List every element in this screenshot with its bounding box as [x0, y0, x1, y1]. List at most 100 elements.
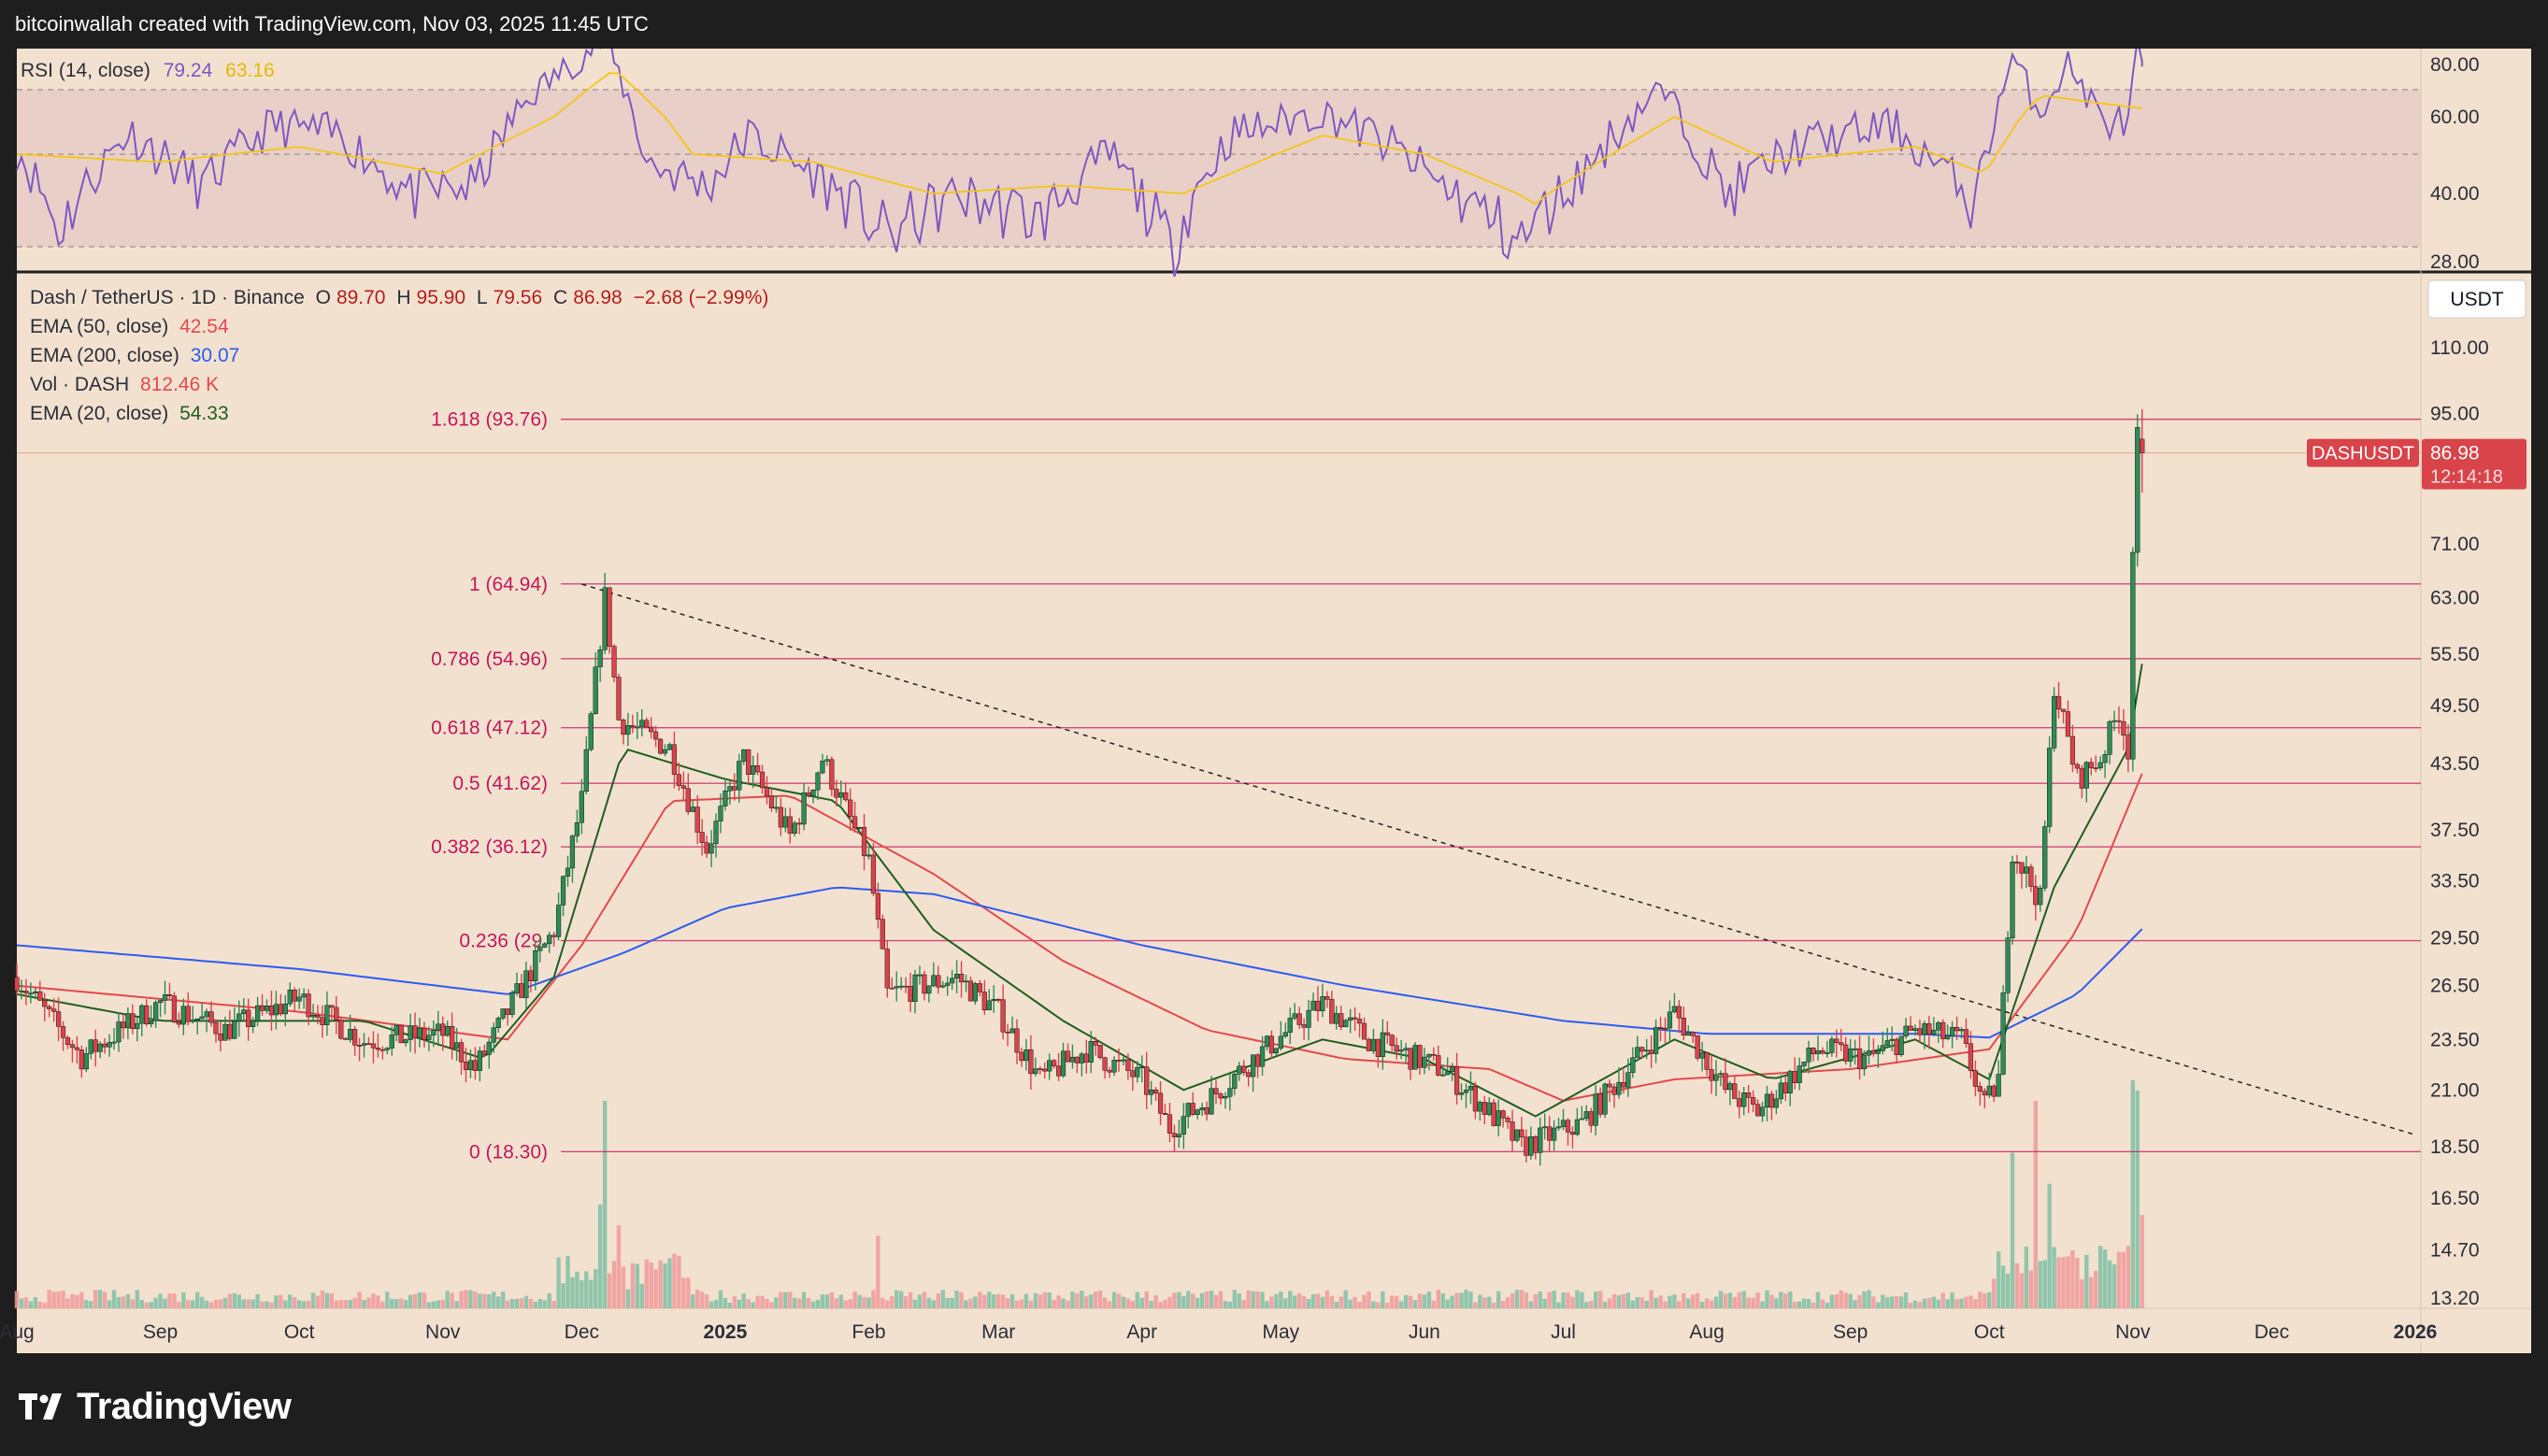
- candle-body: [1505, 1118, 1510, 1122]
- volume-bar: [1774, 1298, 1779, 1308]
- candle-body: [180, 1006, 186, 1025]
- volume-bar: [1431, 1300, 1437, 1308]
- candle-body: [2079, 767, 2084, 789]
- candle-body: [2083, 762, 2089, 789]
- volume-bar: [1251, 1291, 1255, 1308]
- candle-body: [394, 1024, 399, 1035]
- candle-body: [111, 1041, 117, 1044]
- candle-body: [1796, 1065, 1802, 1083]
- candle-body: [555, 905, 562, 937]
- candle-body: [1986, 1085, 1992, 1096]
- volume-bar: [1381, 1291, 1385, 1308]
- tradingview-logo-icon: [19, 1392, 62, 1420]
- candle-body: [1727, 1083, 1733, 1091]
- volume-bar: [1653, 1297, 1658, 1308]
- volume-bar: [1625, 1292, 1631, 1308]
- candle-body: [2047, 748, 2053, 827]
- volume-bar: [1644, 1300, 1649, 1308]
- volume-bar: [1709, 1300, 1714, 1308]
- volume-bar: [390, 1298, 394, 1308]
- price-tick-label: 21.00: [2430, 1079, 2480, 1101]
- volume-bar: [1023, 1293, 1029, 1308]
- volume-bar: [1125, 1298, 1131, 1308]
- candle-body: [754, 765, 761, 773]
- volume-bar: [1677, 1301, 1682, 1308]
- volume-bar: [658, 1260, 663, 1308]
- volume-bar: [37, 1301, 42, 1308]
- candle-body: [1815, 1050, 1821, 1055]
- volume-bar: [1338, 1296, 1343, 1308]
- volume-bar: [1357, 1301, 1362, 1308]
- volume-bar: [1052, 1299, 1056, 1308]
- volume-bar: [1853, 1299, 1857, 1308]
- candle-body: [509, 992, 515, 1015]
- candle-body: [1491, 1102, 1496, 1126]
- candle-body: [1547, 1126, 1553, 1141]
- candle-body: [644, 720, 650, 728]
- volume-bar: [265, 1301, 269, 1308]
- candle-body: [1898, 1035, 1904, 1055]
- candle-body: [1329, 999, 1335, 1024]
- candle-body: [1510, 1121, 1515, 1141]
- chart-canvas[interactable]: 1.618 (93.76) 1 (64.94) 0.786 (54.96) 0.618…: [0, 49, 2548, 1353]
- volume-bar: [1459, 1292, 1464, 1308]
- volume-bar: [412, 1293, 418, 1308]
- volume-bar: [936, 1293, 940, 1308]
- candle-body: [1361, 1022, 1367, 1040]
- volume-bar: [1362, 1294, 1367, 1308]
- candle-body: [1403, 1048, 1409, 1050]
- candle-body: [746, 749, 752, 775]
- volume-bar: [1028, 1300, 1034, 1308]
- candle-body: [190, 1020, 195, 1022]
- volume-bar: [246, 1299, 251, 1308]
- volume-bar: [1343, 1290, 1348, 1308]
- volume-bar: [1635, 1296, 1639, 1308]
- volume-bar: [635, 1263, 639, 1308]
- candle-body: [1500, 1110, 1506, 1119]
- candle-body: [1440, 1074, 1446, 1077]
- volume-bar: [1765, 1290, 1769, 1308]
- candle-body: [1552, 1127, 1557, 1141]
- price-tick-label: 13.20: [2430, 1288, 2480, 1309]
- volume-bar: [1417, 1293, 1423, 1308]
- candle-body: [1315, 1000, 1321, 1011]
- time-tick-label: Aug: [1689, 1321, 1724, 1343]
- candle-body: [981, 992, 987, 1010]
- volume-bar: [135, 1290, 139, 1308]
- candle-body: [2074, 764, 2080, 769]
- candle-body: [958, 974, 965, 983]
- price-tick-label: 37.50: [2430, 820, 2480, 841]
- volume-bar: [1144, 1291, 1149, 1308]
- volume-bar: [1931, 1296, 1937, 1308]
- candle-body: [806, 792, 811, 796]
- volume-bar: [1149, 1300, 1153, 1308]
- volume-bar: [1075, 1293, 1080, 1308]
- volume-bar: [1348, 1299, 1353, 1308]
- candle-body: [1593, 1093, 1598, 1126]
- candle-body: [1176, 1134, 1181, 1137]
- candle-body: [1028, 1049, 1034, 1075]
- volume-bar: [765, 1298, 769, 1308]
- volume-bar: [1973, 1299, 1978, 1308]
- ema50-value: 42.54: [179, 316, 229, 337]
- candle-body: [2102, 754, 2108, 764]
- volume-bar: [1566, 1292, 1570, 1308]
- candle-body: [1968, 1043, 1974, 1071]
- candle-body: [727, 786, 733, 792]
- volume-bar: [14, 1291, 20, 1308]
- candle-body: [1237, 1065, 1242, 1075]
- time-tick-label: Sep: [143, 1321, 178, 1343]
- candle-body: [287, 990, 293, 1005]
- candle-body: [662, 749, 668, 754]
- volume-bar: [167, 1293, 172, 1308]
- candle-body: [1565, 1120, 1571, 1133]
- volume-bar: [691, 1294, 695, 1308]
- candle-body: [709, 843, 714, 854]
- volume-bar: [61, 1291, 65, 1308]
- candle-body: [588, 713, 594, 750]
- candle-body: [365, 1043, 372, 1046]
- volume-bar: [1741, 1291, 1746, 1308]
- candle-body: [264, 1006, 270, 1011]
- candle-body: [1254, 1054, 1261, 1067]
- open-value: 89.70: [336, 287, 386, 308]
